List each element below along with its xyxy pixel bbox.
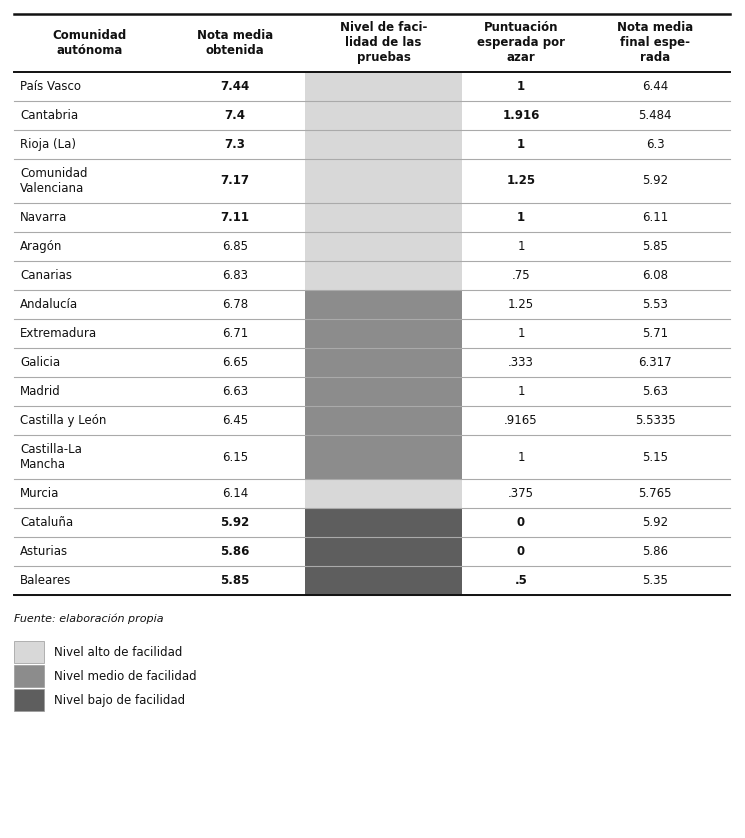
Text: .75: .75 [512, 269, 530, 282]
Text: 6.317: 6.317 [638, 356, 672, 369]
Bar [305, 479, 462, 508]
Text: 5.85: 5.85 [221, 574, 250, 587]
Text: 5.35: 5.35 [642, 574, 668, 587]
Text: Comunidad
autónoma: Comunidad autónoma [52, 29, 127, 57]
Text: Baleares: Baleares [20, 574, 72, 587]
Text: Canarias: Canarias [20, 269, 72, 282]
Text: 6.65: 6.65 [222, 356, 248, 369]
Text: Castilla y León: Castilla y León [20, 414, 107, 427]
Bar [305, 319, 462, 348]
Text: 6.3: 6.3 [646, 138, 665, 151]
Text: 5.86: 5.86 [221, 545, 250, 558]
Text: Nivel alto de facilidad: Nivel alto de facilidad [54, 645, 183, 659]
Text: 5.85: 5.85 [642, 240, 668, 253]
Text: 6.83: 6.83 [222, 269, 248, 282]
Text: 5.15: 5.15 [642, 451, 668, 463]
Text: Andalucía: Andalucía [20, 298, 78, 311]
Text: 1: 1 [517, 327, 524, 340]
Text: 7.44: 7.44 [221, 80, 250, 93]
Text: Puntuación
esperada por
azar: Puntuación esperada por azar [477, 22, 565, 65]
Text: 7.11: 7.11 [221, 211, 250, 224]
Bar [305, 203, 462, 232]
Text: País Vasco: País Vasco [20, 80, 81, 93]
Text: 1: 1 [517, 451, 524, 463]
Text: Castilla-La
Mancha: Castilla-La Mancha [20, 443, 82, 471]
Text: 5.765: 5.765 [638, 487, 672, 500]
Text: 6.85: 6.85 [222, 240, 248, 253]
Text: Aragón: Aragón [20, 240, 63, 253]
Text: 5.5335: 5.5335 [635, 414, 675, 427]
Text: Fuente: elaboración propia: Fuente: elaboración propia [14, 613, 164, 623]
Text: 5.53: 5.53 [642, 298, 668, 311]
Bar [305, 261, 462, 290]
Bar [14, 665, 44, 687]
Text: 1.25: 1.25 [508, 298, 534, 311]
Bar [305, 290, 462, 319]
Bar [305, 508, 462, 537]
Text: Nivel de faci-
lidad de las
pruebas: Nivel de faci- lidad de las pruebas [340, 22, 427, 65]
Text: 7.4: 7.4 [224, 109, 246, 122]
Text: 6.78: 6.78 [222, 298, 248, 311]
Text: 6.71: 6.71 [222, 327, 248, 340]
Bar [305, 406, 462, 435]
Text: Extremadura: Extremadura [20, 327, 97, 340]
Text: Asturias: Asturias [20, 545, 68, 558]
Text: Madrid: Madrid [20, 385, 61, 398]
Bar [305, 348, 462, 377]
Bar [305, 377, 462, 406]
Text: .9165: .9165 [504, 414, 538, 427]
Bar [305, 566, 462, 595]
Bar [305, 435, 462, 479]
Text: Cantabria: Cantabria [20, 109, 78, 122]
Text: 0: 0 [517, 516, 525, 529]
Text: 1: 1 [517, 240, 524, 253]
Text: 1: 1 [517, 211, 525, 224]
Text: 6.08: 6.08 [642, 269, 668, 282]
Text: 5.92: 5.92 [642, 516, 668, 529]
Bar [305, 130, 462, 159]
Text: 1: 1 [517, 80, 525, 93]
Bar [305, 101, 462, 130]
Text: 1.916: 1.916 [502, 109, 539, 122]
Text: 7.17: 7.17 [221, 174, 250, 188]
Text: 1.25: 1.25 [507, 174, 536, 188]
Text: 6.45: 6.45 [222, 414, 248, 427]
Bar [305, 232, 462, 261]
Text: .333: .333 [508, 356, 534, 369]
Text: Comunidad
Valenciana: Comunidad Valenciana [20, 167, 87, 195]
Bar [14, 689, 44, 711]
Text: .5: .5 [515, 574, 527, 587]
Text: Galicia: Galicia [20, 356, 60, 369]
Text: 6.63: 6.63 [222, 385, 248, 398]
Text: 5.92: 5.92 [221, 516, 250, 529]
Text: 5.71: 5.71 [642, 327, 668, 340]
Text: 1: 1 [517, 385, 524, 398]
Text: 6.11: 6.11 [642, 211, 668, 224]
Bar [305, 537, 462, 566]
Text: 5.86: 5.86 [642, 545, 668, 558]
Text: .375: .375 [508, 487, 534, 500]
Text: 5.484: 5.484 [638, 109, 672, 122]
Text: 6.14: 6.14 [222, 487, 248, 500]
Text: Nivel medio de facilidad: Nivel medio de facilidad [54, 670, 197, 682]
Text: 0: 0 [517, 545, 525, 558]
Bar [14, 641, 44, 663]
Text: Rioja (La): Rioja (La) [20, 138, 76, 151]
Bar [305, 159, 462, 203]
Text: Navarra: Navarra [20, 211, 67, 224]
Text: 7.3: 7.3 [224, 138, 245, 151]
Text: 6.44: 6.44 [642, 80, 668, 93]
Bar [305, 72, 462, 101]
Text: Nota media
obtenida: Nota media obtenida [197, 29, 273, 57]
Text: 1: 1 [517, 138, 525, 151]
Text: Nivel bajo de facilidad: Nivel bajo de facilidad [54, 694, 185, 706]
Text: Cataluña: Cataluña [20, 516, 73, 529]
Text: Murcia: Murcia [20, 487, 60, 500]
Text: 5.63: 5.63 [642, 385, 668, 398]
Text: 5.92: 5.92 [642, 174, 668, 188]
Text: Nota media
final espe-
rada: Nota media final espe- rada [617, 22, 693, 65]
Text: 6.15: 6.15 [222, 451, 248, 463]
